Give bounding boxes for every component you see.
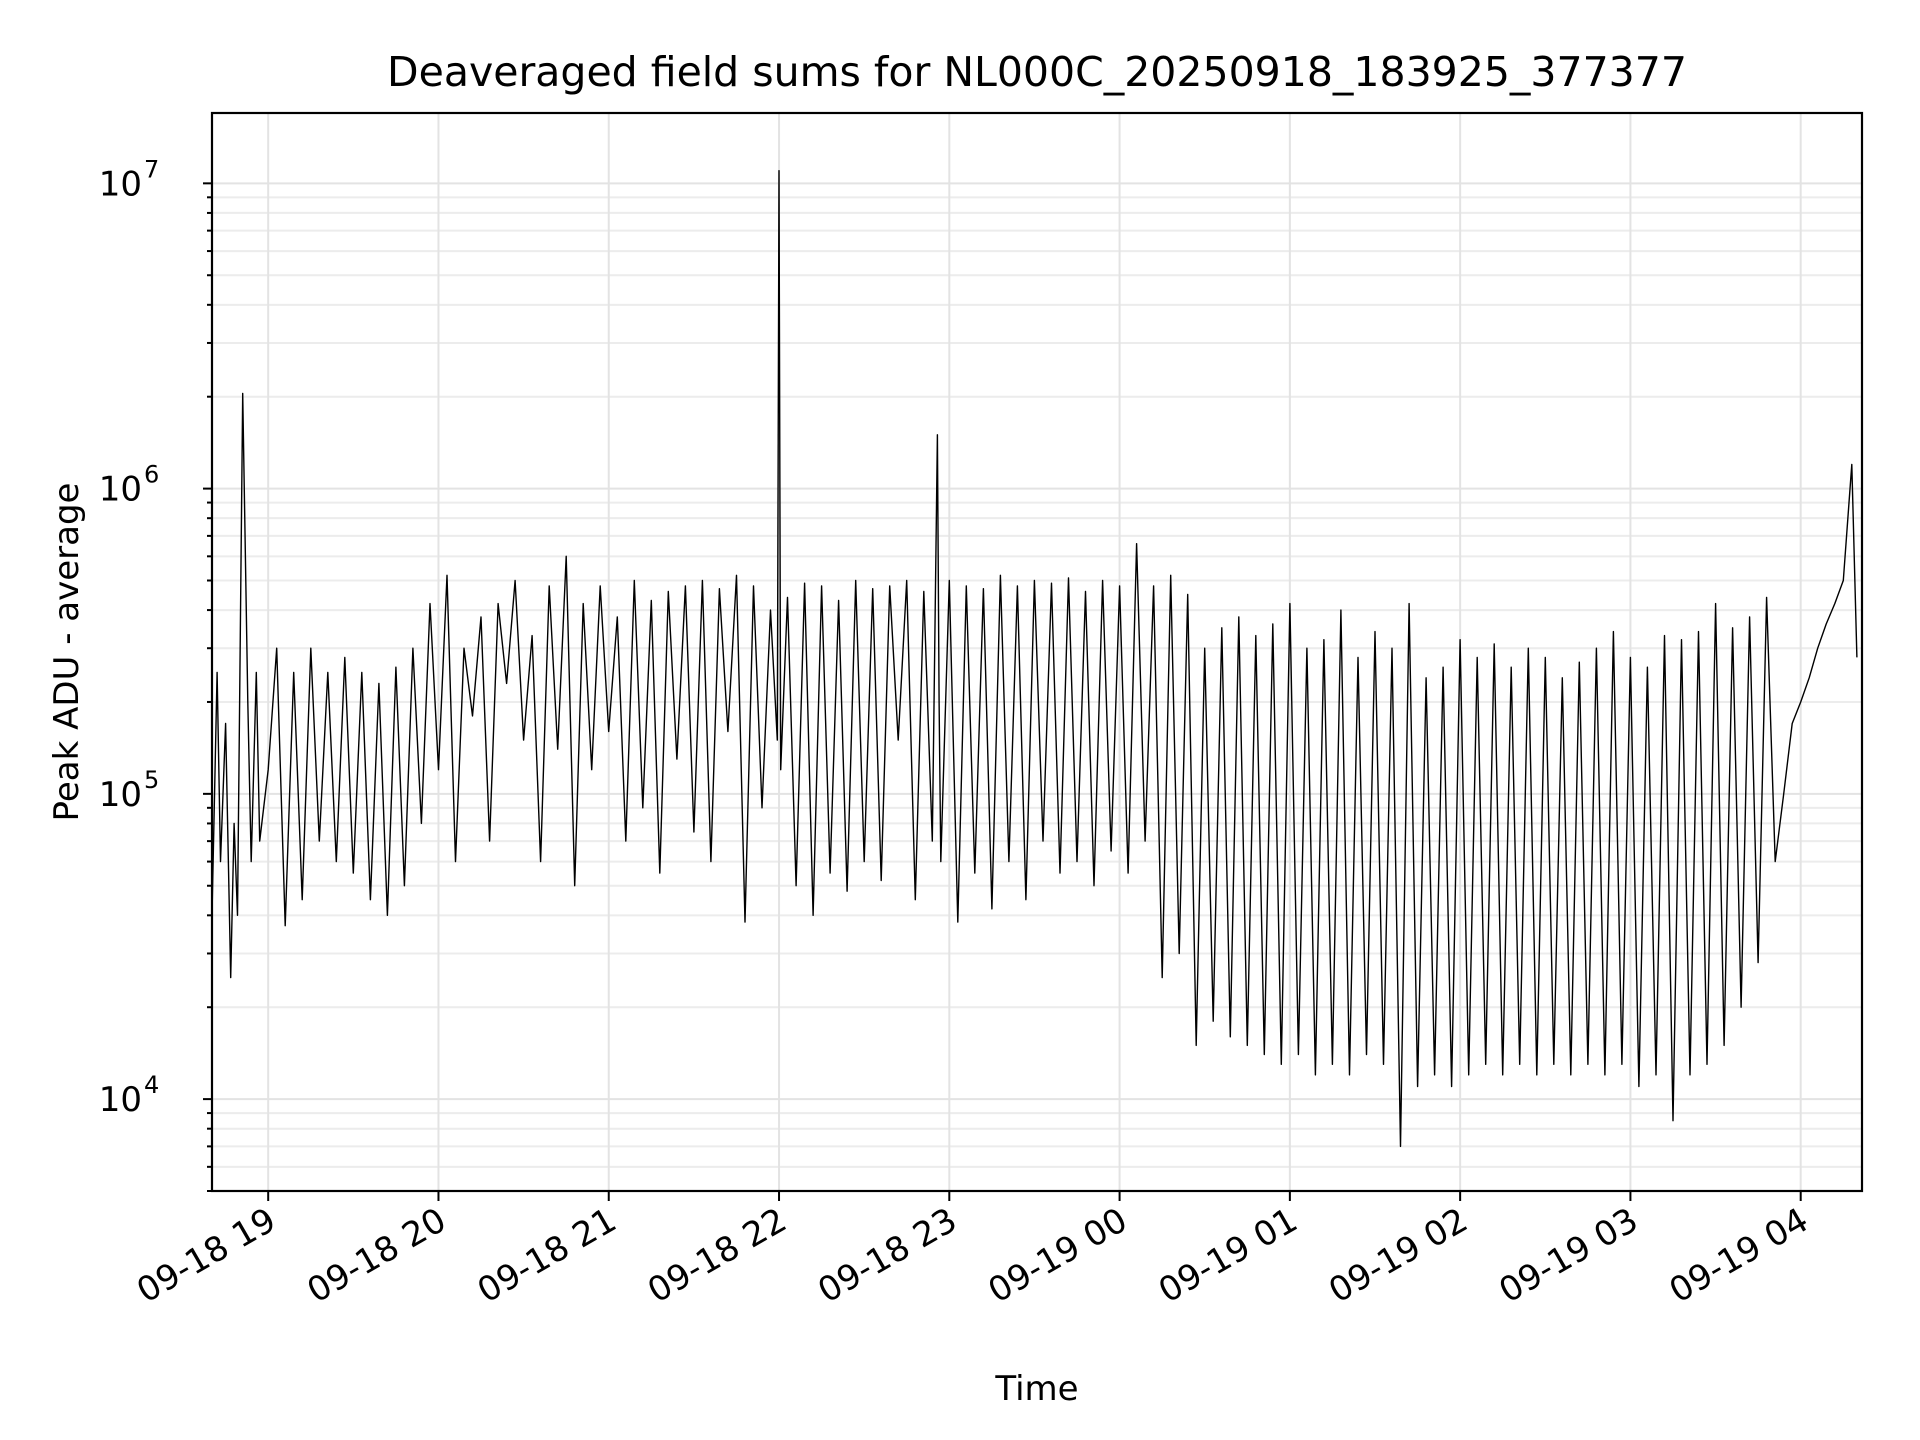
y-tick-label-exponent: 7 [144,155,159,183]
y-tick-label: 10 6 [99,461,160,510]
y-axis-label: Peak ADU - average [47,483,87,822]
chart-title: Deaveraged field sums for NL000C_2025091… [387,48,1687,96]
x-axis-label: Time [994,1369,1078,1409]
y-tick-label-exponent: 4 [144,1071,159,1099]
y-tick-label-exponent: 5 [144,766,159,794]
series-lines [211,169,1858,1148]
grid-lines [212,113,1862,1192]
y-tick-label: 10 5 [99,766,160,815]
plot-area-frame [210,111,1864,1193]
y-tick-label-base: 10 [99,470,142,510]
y-tick-label-exponent: 6 [144,461,159,489]
y-tick-label: 10 7 [99,155,160,204]
y-tick-label-base: 10 [99,775,142,815]
y-tick-label-base: 10 [99,1080,142,1120]
y-tick-label: 10 4 [99,1071,160,1120]
data-series-line [211,169,1858,1148]
y-tick-label-base: 10 [99,164,142,204]
